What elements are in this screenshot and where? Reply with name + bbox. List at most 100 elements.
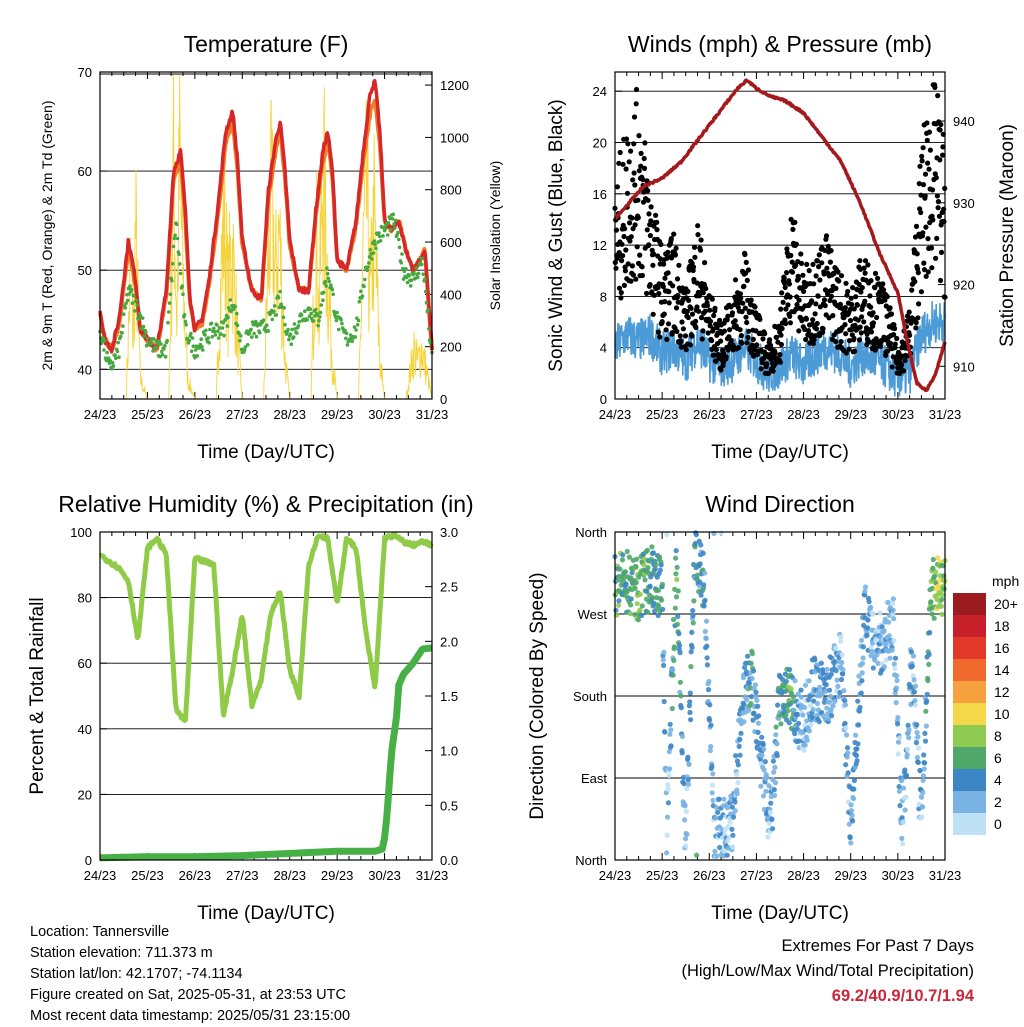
chart-title: Temperature (F) [184,31,349,57]
direction-point [839,660,845,666]
dewpoint-point [330,287,335,292]
y-right-tick-label: 400 [440,287,462,302]
gust-point [642,140,648,146]
gust-point [880,281,886,287]
gust-point [809,298,815,304]
dewpoint-point [124,301,128,306]
gust-point [628,278,634,284]
gust-point [932,84,938,90]
gust-point [620,161,626,167]
direction-point [829,713,835,719]
direction-point [683,843,689,849]
dewpoint-point [363,277,367,282]
dewpoint-point [242,348,247,352]
direction-point [763,788,769,794]
gust-point [868,304,874,310]
direction-point [667,731,673,737]
gust-point [639,272,646,279]
direction-point [841,688,847,694]
direction-point [887,655,893,661]
dewpoint-point [427,327,431,331]
gust-point [784,246,790,252]
direction-point [697,579,703,585]
gust-point [630,177,636,183]
y-right-tick-label: 1.5 [440,689,458,704]
direction-point [816,719,822,725]
gust-point [941,218,947,225]
direction-point [760,793,767,799]
direction-point [766,820,772,827]
gust-point [689,311,696,317]
direction-point [892,665,898,671]
direction-point [765,834,771,840]
dewpoint-point [331,292,336,297]
gust-point [930,217,936,223]
direction-point [700,550,706,556]
dewpoint-point [374,246,378,251]
dewpoint-point [170,278,174,283]
direction-point [774,741,780,747]
dewpoint-point [407,273,411,278]
gust-point [713,347,720,353]
direction-point [845,770,851,776]
gust-point [744,319,750,326]
dewpoint-point [189,331,193,336]
direction-point [634,556,640,562]
direction-point [919,804,926,810]
direction-point [868,604,874,611]
gust-point [666,289,672,295]
gust-point [655,329,662,335]
direction-point [886,633,892,639]
direction-point [748,700,754,707]
direction-point [645,565,651,571]
direction-point [920,789,926,796]
direction-point [750,717,756,723]
gust-point [727,327,733,333]
gust-point [811,281,817,287]
direction-point [893,685,900,691]
direction-point [730,814,737,820]
dewpoint-point [219,332,223,336]
direction-point [772,764,778,771]
panel-2: Winds (mph) & Pressure (mb) Time (Day/UTC… [546,31,1018,463]
gust-point [937,157,943,163]
gust-point [616,160,622,166]
direction-point [798,694,804,700]
gust-point [918,289,925,295]
direction-point [688,664,694,670]
gust-point [816,264,822,270]
direction-point [920,773,927,779]
direction-point [844,732,850,738]
direction-point [760,742,766,748]
direction-point [826,687,833,693]
gust-point [700,290,706,296]
gust-point [712,305,718,311]
gust-point [677,333,683,339]
y-right-tick-label: 1200 [440,78,469,93]
colorbar-label: 2 [994,794,1002,810]
direction-point [936,584,942,591]
gust-point [738,295,744,301]
y-tick-label: West [578,607,608,622]
x-tick-label: 31/23 [929,868,962,883]
y-tick-label: 20 [593,136,607,151]
dewpoint-point [141,324,146,329]
gust-point [814,258,821,264]
colorbar-swatch [953,791,986,813]
x-axis-label: Time (Day/UTC) [197,442,335,463]
direction-point [668,727,674,733]
dewpoint-point [291,335,296,339]
gust-point [702,308,708,314]
dewpoint-point [180,284,184,289]
gust-point [906,309,912,315]
gust-point [746,328,752,334]
dewpoint-point [249,327,253,332]
dewpoint-point [167,301,172,305]
dewpoint-point [327,279,332,284]
direction-point [938,603,945,609]
direction-point [859,637,865,643]
direction-point [691,598,697,604]
direction-point [660,657,666,663]
direction-point [842,702,849,708]
direction-point [730,832,736,838]
